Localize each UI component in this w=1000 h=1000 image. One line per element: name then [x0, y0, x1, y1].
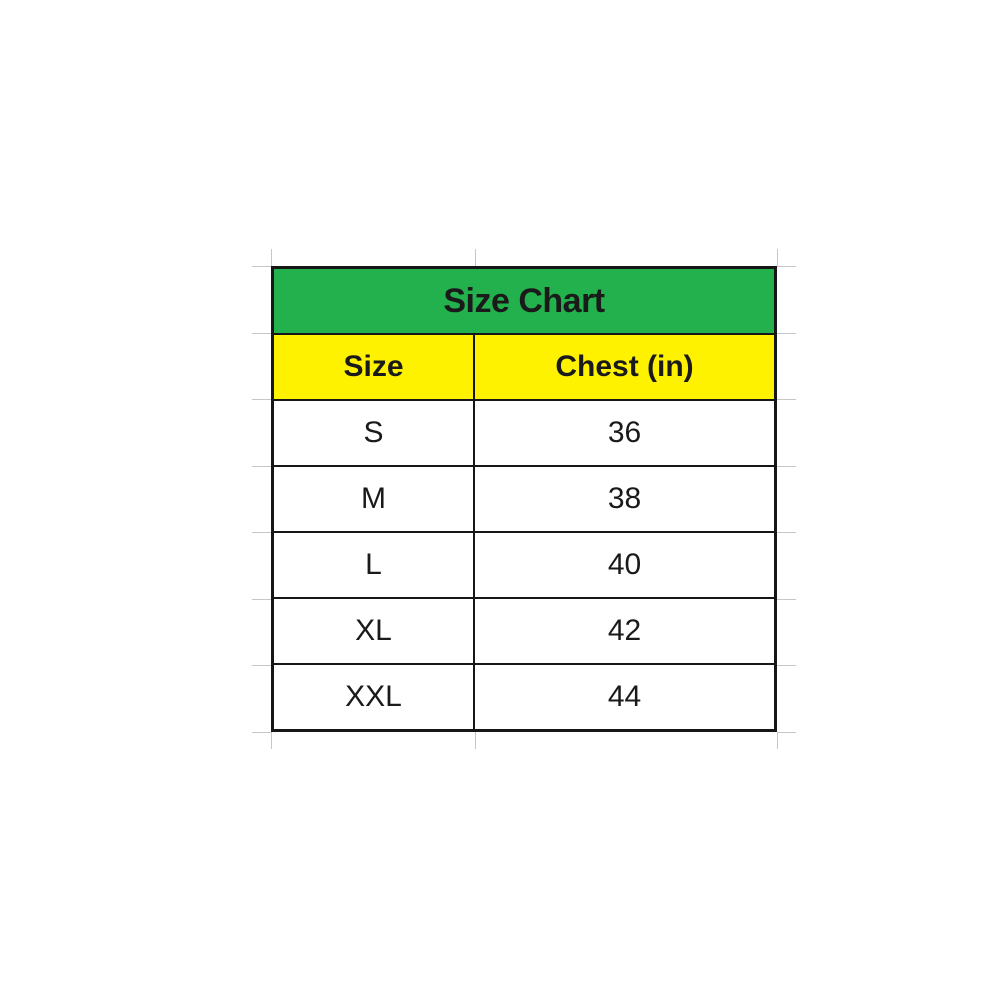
gridline-tick: [777, 466, 796, 467]
size-cell: XL: [274, 599, 475, 663]
gridline-tick: [777, 732, 778, 749]
gridline-tick: [777, 249, 778, 266]
gridline-tick: [252, 665, 271, 666]
size-cell: XXL: [274, 665, 475, 729]
gridline-tick: [252, 466, 271, 467]
gridline-tick: [252, 732, 271, 733]
chest-cell: 42: [475, 599, 774, 663]
column-header-chest: Chest (in): [475, 335, 774, 399]
chest-cell: 44: [475, 665, 774, 729]
gridline-tick: [777, 266, 796, 267]
table-header-row: Size Chest (in): [274, 333, 774, 399]
gridline-tick: [271, 249, 272, 266]
gridline-tick: [252, 599, 271, 600]
gridline-tick: [271, 732, 272, 749]
size-cell: S: [274, 401, 475, 465]
gridline-tick: [777, 399, 796, 400]
size-cell: M: [274, 467, 475, 531]
size-cell: L: [274, 533, 475, 597]
gridline-tick: [475, 732, 476, 749]
table-row: S 36: [274, 399, 774, 465]
gridline-tick: [475, 249, 476, 266]
chest-cell: 38: [475, 467, 774, 531]
gridline-tick: [777, 333, 796, 334]
table-row: XXL 44: [274, 663, 774, 729]
gridline-tick: [777, 532, 796, 533]
table-title-row: Size Chart: [274, 269, 774, 333]
gridline-tick: [252, 266, 271, 267]
column-header-size: Size: [274, 335, 475, 399]
table-row: M 38: [274, 465, 774, 531]
gridline-tick: [777, 732, 796, 733]
gridline-tick: [252, 532, 271, 533]
table-title: Size Chart: [274, 269, 774, 333]
gridline-tick: [252, 333, 271, 334]
gridline-tick: [252, 399, 271, 400]
chest-cell: 36: [475, 401, 774, 465]
gridline-tick: [777, 665, 796, 666]
chest-cell: 40: [475, 533, 774, 597]
size-chart-table: Size Chart Size Chest (in) S 36 M 38 L 4…: [271, 266, 777, 732]
table-row: L 40: [274, 531, 774, 597]
table-row: XL 42: [274, 597, 774, 663]
gridline-tick: [777, 599, 796, 600]
